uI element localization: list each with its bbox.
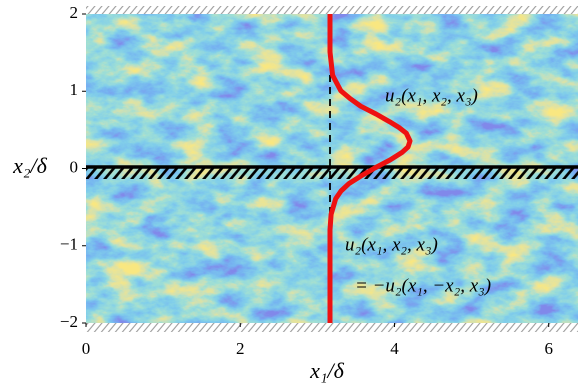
y-tick-label: 0 (70, 157, 79, 176)
x-tick-label: 2 (236, 339, 245, 358)
annotation: u₂(x₁, x₂, x₃) (385, 85, 478, 106)
profile-curve (327, 14, 413, 323)
symmetry-hatch (86, 168, 578, 179)
y-axis-label: x₂/δ (12, 153, 48, 178)
y-tick-label: −2 (60, 312, 78, 331)
wall-bottom (86, 323, 578, 332)
annotation: = −u₂(x₁, −x₂, x₃) (355, 275, 491, 296)
y-tick-label: −1 (60, 235, 78, 254)
annotation: u₂(x₁, x₂, x₃) (345, 234, 438, 255)
y-tick-label: 2 (70, 3, 79, 22)
x-tick-label: 0 (82, 339, 91, 358)
y-tick-label: 1 (70, 80, 79, 99)
wall-top (86, 6, 578, 14)
x-tick-label: 4 (390, 339, 399, 358)
x-tick-label: 6 (544, 339, 553, 358)
x-axis-label: x₁/δ (309, 358, 345, 383)
